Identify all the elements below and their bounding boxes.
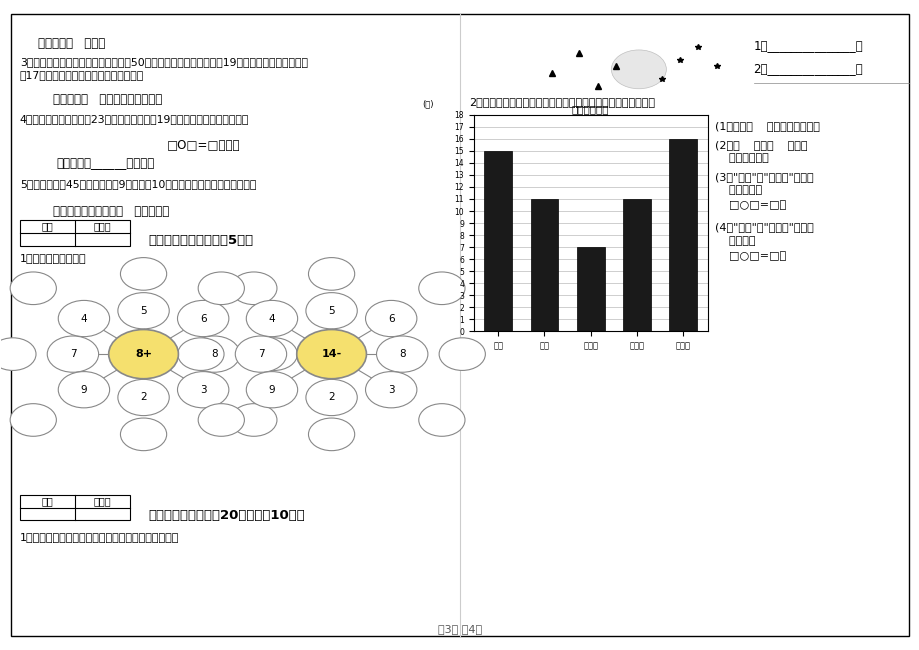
Circle shape	[188, 336, 240, 372]
Circle shape	[231, 404, 277, 436]
Circle shape	[47, 336, 98, 372]
Circle shape	[438, 338, 485, 370]
Circle shape	[418, 404, 464, 436]
Text: 9: 9	[268, 385, 275, 395]
Text: 7: 7	[70, 349, 76, 359]
Text: 4、小华和小芳一共做了23面小旗，小芳做了19面，小华做了多少面小旗？: 4、小华和小芳一共做了23面小旗，小芳做了19面，小华做了多少面小旗？	[19, 114, 249, 124]
Circle shape	[306, 292, 357, 329]
Text: 1、把花朵补充完整。: 1、把花朵补充完整。	[19, 253, 86, 263]
Circle shape	[418, 272, 464, 305]
Text: 9: 9	[81, 385, 87, 395]
Circle shape	[177, 300, 229, 337]
Text: □O□=□（面）: □O□=□（面）	[166, 138, 240, 151]
Text: 得分: 得分	[41, 496, 53, 506]
Text: 6: 6	[199, 313, 206, 324]
Circle shape	[118, 380, 169, 415]
Text: 4: 4	[268, 313, 275, 324]
Text: □○□=□。: □○□=□。	[714, 200, 786, 210]
Text: 3: 3	[199, 385, 206, 395]
Text: 7: 7	[257, 349, 264, 359]
Text: 了17个节目，还剩多少个节目没有表演？: 了17个节目，还剩多少个节目没有表演？	[19, 70, 144, 79]
Circle shape	[0, 338, 36, 370]
Text: 6: 6	[388, 313, 394, 324]
Circle shape	[308, 418, 355, 450]
Circle shape	[177, 372, 229, 408]
Text: 8+: 8+	[135, 349, 152, 359]
Text: 第3页 共4页: 第3页 共4页	[437, 624, 482, 634]
Text: 1、_______________？: 1、_______________？	[753, 39, 862, 52]
Circle shape	[120, 418, 166, 450]
Circle shape	[365, 300, 416, 337]
Text: 5: 5	[328, 306, 335, 316]
Text: 8: 8	[210, 349, 217, 359]
Circle shape	[108, 330, 178, 379]
Text: (3）"爬山"和"画春天"一共有: (3）"爬山"和"画春天"一共有	[714, 172, 812, 183]
Text: 答：停车场现在还有（   ）辆汽车。: 答：停车场现在还有（ ）辆汽车。	[38, 205, 169, 218]
Circle shape	[246, 300, 298, 337]
Circle shape	[177, 338, 224, 370]
Bar	[19, 220, 130, 246]
Text: 4: 4	[81, 313, 87, 324]
Text: 3、东方电视台的春节联欢晚会安排了50个节目，前两个小时表演了19个节目。后两个小时表演: 3、东方电视台的春节联欢晚会安排了50个节目，前两个小时表演了19个节目。后两个…	[19, 57, 307, 66]
Text: 2: 2	[328, 393, 335, 402]
Circle shape	[118, 292, 169, 329]
Text: 数同样多。。: 数同样多。。	[714, 153, 768, 163]
Circle shape	[120, 257, 166, 290]
Circle shape	[251, 338, 297, 370]
Circle shape	[58, 372, 109, 408]
Text: 答：一共有______面小旗。: 答：一共有______面小旗。	[56, 157, 154, 170]
Circle shape	[231, 272, 277, 305]
Circle shape	[198, 404, 244, 436]
Text: 少人？。: 少人？。	[714, 236, 754, 246]
Text: 5: 5	[140, 306, 147, 316]
Text: 十、附加题（本题共20分，每题10分）: 十、附加题（本题共20分，每题10分）	[148, 510, 304, 523]
Text: (1）喜欢（    ）的人数最多。。: (1）喜欢（ ）的人数最多。。	[714, 121, 819, 131]
Text: 3: 3	[388, 385, 394, 395]
Circle shape	[246, 372, 298, 408]
Text: 多少人？。: 多少人？。	[714, 185, 761, 196]
Text: 5、停车场停有45辆汽车，走了9辆，来了10辆。停车场现在有多少辆汽车？: 5、停车场停有45辆汽车，走了9辆，来了10辆。停车场现在有多少辆汽车？	[19, 179, 255, 189]
Text: 2、_______________？: 2、_______________？	[753, 62, 862, 75]
Bar	[19, 495, 130, 521]
Circle shape	[306, 380, 357, 415]
Text: 2: 2	[140, 393, 147, 402]
Circle shape	[376, 336, 427, 372]
Text: (2）（    ）和（    ）的人: (2）（ ）和（ ）的人	[714, 140, 807, 150]
Text: 得分: 得分	[41, 222, 53, 231]
Circle shape	[308, 257, 355, 290]
Text: 评卷人: 评卷人	[94, 496, 111, 506]
Circle shape	[10, 272, 56, 305]
Text: (4）"划船"比"放风筝"的少多: (4）"划船"比"放风筝"的少多	[714, 222, 812, 231]
Text: 2、我们的春游活动，下面是一年级同学春游活动人数统计表。: 2、我们的春游活动，下面是一年级同学春游活动人数统计表。	[469, 97, 654, 107]
Text: 14-: 14-	[321, 349, 341, 359]
Text: 答：还有（   ）个节目没有表演。: 答：还有（ ）个节目没有表演。	[38, 93, 162, 106]
Circle shape	[297, 330, 366, 379]
Circle shape	[365, 372, 416, 408]
Text: □○□=□。: □○□=□。	[714, 251, 786, 261]
Text: 九、个性空间（本题共5分）: 九、个性空间（本题共5分）	[148, 235, 253, 248]
Circle shape	[611, 50, 665, 89]
Text: 评卷人: 评卷人	[94, 222, 111, 231]
Circle shape	[235, 336, 287, 372]
Circle shape	[58, 300, 109, 337]
Circle shape	[10, 404, 56, 436]
Text: 答：还剩（   ）元。: 答：还剩（ ）元。	[38, 37, 105, 50]
Text: 8: 8	[399, 349, 405, 359]
Circle shape	[198, 272, 244, 305]
Text: 1、只要我动脑，就一定能提出数学问题并解决问题。: 1、只要我动脑，就一定能提出数学问题并解决问题。	[19, 532, 179, 542]
